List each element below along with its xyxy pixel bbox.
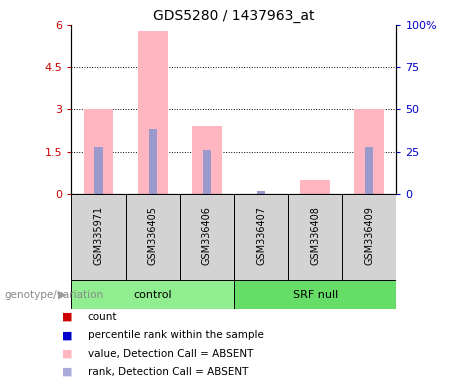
Text: GSM336405: GSM336405 (148, 206, 158, 265)
Text: SRF null: SRF null (293, 290, 338, 300)
Bar (355, 109, 384, 194)
Text: GSM335971: GSM335971 (94, 206, 104, 265)
Text: genotype/variation: genotype/variation (5, 290, 104, 300)
Bar (257, 190, 265, 194)
Text: count: count (88, 312, 117, 322)
Text: value, Detection Call = ABSENT: value, Detection Call = ABSENT (88, 349, 253, 359)
Bar (203, 150, 211, 194)
Text: GSM336406: GSM336406 (202, 206, 212, 265)
Bar (71, 194, 125, 280)
Bar (342, 194, 396, 280)
Bar (288, 194, 342, 280)
Text: rank, Detection Call = ABSENT: rank, Detection Call = ABSENT (88, 367, 248, 377)
Bar (180, 194, 234, 280)
Text: GSM336409: GSM336409 (364, 206, 374, 265)
Text: ■: ■ (62, 367, 73, 377)
Text: ■: ■ (62, 349, 73, 359)
Text: ■: ■ (62, 312, 73, 322)
Title: GDS5280 / 1437963_at: GDS5280 / 1437963_at (153, 8, 315, 23)
Text: ■: ■ (62, 330, 73, 340)
Text: ▶: ▶ (58, 290, 66, 300)
Bar (300, 180, 330, 194)
Text: control: control (133, 290, 172, 300)
Bar (234, 280, 396, 309)
Bar (300, 185, 330, 194)
Text: GSM336407: GSM336407 (256, 206, 266, 265)
Bar (148, 129, 157, 194)
Bar (71, 280, 234, 309)
Bar (83, 109, 113, 194)
Text: GSM336408: GSM336408 (310, 206, 320, 265)
Bar (95, 147, 103, 194)
Bar (138, 31, 168, 194)
Bar (192, 126, 222, 194)
Bar (234, 194, 288, 280)
Bar (125, 194, 180, 280)
Text: percentile rank within the sample: percentile rank within the sample (88, 330, 264, 340)
Bar (365, 147, 373, 194)
